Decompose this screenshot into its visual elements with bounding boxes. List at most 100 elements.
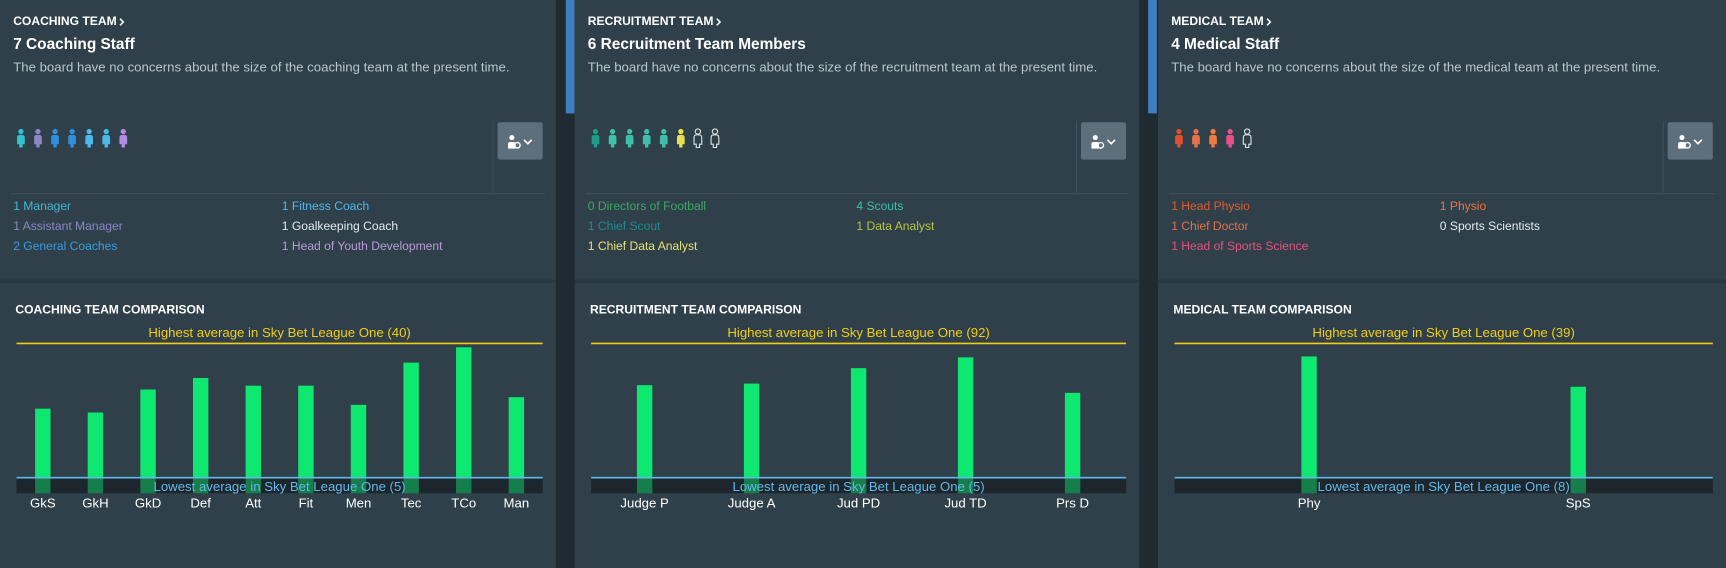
button-bg xyxy=(497,122,543,160)
staff-count: 6 Recruitment Team Members xyxy=(588,36,806,53)
bar xyxy=(508,397,525,494)
button-bg xyxy=(1667,122,1713,160)
staff-role[interactable]: 1 Fitness Coach xyxy=(282,199,369,213)
staff-role[interactable]: 1 Chief Doctor xyxy=(1171,219,1248,233)
bar xyxy=(1570,386,1586,494)
button-chevron xyxy=(1106,139,1116,145)
bar xyxy=(743,383,760,494)
section-divider xyxy=(0,279,556,283)
staff-filter-button[interactable] xyxy=(497,122,543,160)
staff-icon-head xyxy=(1243,128,1251,135)
staff-icon-head xyxy=(35,128,41,135)
x-tick-label: Jud TD xyxy=(944,496,986,511)
staff-icon-head xyxy=(609,128,616,135)
staff-icon-head xyxy=(1193,128,1199,135)
x-tick-label: SpS xyxy=(1566,496,1591,511)
staff-icon-head xyxy=(644,128,650,135)
staff-count: 4 Medical Staff xyxy=(1171,36,1280,53)
staff-filter-button[interactable] xyxy=(1667,122,1713,160)
staff-icon-body xyxy=(51,134,59,148)
staff-role[interactable]: 0 Sports Scientists xyxy=(1440,219,1540,233)
low-average-label: Lowest average in Sky Bet League One (5) xyxy=(154,479,406,494)
staff-icon-head xyxy=(694,128,702,135)
staff-icon-head xyxy=(592,128,599,135)
section-divider xyxy=(574,279,1140,283)
staff-icon-body xyxy=(608,134,617,148)
staff-role[interactable]: 1 Chief Data Analyst xyxy=(588,239,698,253)
bar xyxy=(350,404,367,494)
staff-role[interactable]: 1 Chief Scout xyxy=(588,219,661,233)
floor-shade xyxy=(16,477,543,494)
bar xyxy=(456,347,472,494)
button-icon xyxy=(509,135,515,141)
staff-role[interactable]: 1 Data Analyst xyxy=(856,219,935,233)
button-icon xyxy=(1678,142,1686,149)
staff-role[interactable]: 0 Directors of Football xyxy=(588,199,706,213)
section-header[interactable]: RECRUITMENT TEAM xyxy=(588,14,714,28)
bar xyxy=(298,385,314,494)
chevron xyxy=(1266,18,1272,26)
button-icon xyxy=(508,142,516,149)
bar xyxy=(1301,356,1317,494)
staff-icon-body xyxy=(68,134,76,148)
high-average-label: Highest average in Sky Bet League One (9… xyxy=(727,325,989,340)
staff-icon-body xyxy=(1226,134,1234,148)
button-icon xyxy=(1091,142,1100,149)
staff-icon-body xyxy=(676,134,685,148)
floor-shade xyxy=(591,477,1127,494)
bar xyxy=(192,377,209,494)
staff-role[interactable]: 1 Assistant Manager xyxy=(13,219,123,233)
low-average-label: Lowest average in Sky Bet League One (8) xyxy=(1318,479,1570,494)
chevron xyxy=(119,18,125,26)
staff-icon-head xyxy=(120,128,126,135)
bar xyxy=(957,357,974,494)
bar xyxy=(1064,392,1081,494)
section-header[interactable]: COACHING TEAM xyxy=(13,14,116,28)
staff-icon-body xyxy=(85,134,94,148)
accent xyxy=(565,0,575,114)
comparison-title: MEDICAL TEAM COMPARISON xyxy=(1173,303,1351,317)
staff-role[interactable]: 1 Head Physio xyxy=(1171,199,1250,213)
staff-filter-button[interactable] xyxy=(1080,122,1127,160)
staff-icon-head xyxy=(626,128,633,135)
staff-role[interactable]: 1 Head of Sports Science xyxy=(1171,239,1308,253)
x-tick-label: GkS xyxy=(30,496,56,511)
staff-count: 7 Coaching Staff xyxy=(13,36,135,53)
staff-icon-head xyxy=(661,128,667,135)
x-tick-label: Prs D xyxy=(1056,496,1089,511)
staff-icon-head xyxy=(18,128,24,135)
high-average-label: Highest average in Sky Bet League One (3… xyxy=(1312,325,1574,340)
description: The board have no concerns about the siz… xyxy=(1171,60,1660,75)
button-bg xyxy=(1080,122,1127,160)
staff-role[interactable]: 2 General Coaches xyxy=(13,239,117,253)
floor-shade xyxy=(1174,477,1713,494)
staff-icon-body xyxy=(1242,134,1252,149)
description: The board have no concerns about the siz… xyxy=(13,60,509,75)
staff-icon-head xyxy=(1176,128,1182,135)
staff-icon-head xyxy=(678,128,684,135)
x-tick-label: Judge P xyxy=(620,496,669,511)
comparison-title: RECRUITMENT TEAM COMPARISON xyxy=(590,303,801,317)
button-icon xyxy=(1092,135,1098,141)
staff-role[interactable]: 1 Goalkeeping Coach xyxy=(282,219,398,233)
staff-icon-head xyxy=(103,128,109,135)
x-tick-label: Att xyxy=(245,496,261,511)
x-tick-label: Def xyxy=(190,496,211,511)
button-icon xyxy=(1679,135,1685,141)
staff-icon-body xyxy=(625,134,634,148)
x-tick-label: GkD xyxy=(135,496,161,511)
staff-icon-body xyxy=(34,134,42,148)
section-header[interactable]: MEDICAL TEAM xyxy=(1171,14,1264,28)
panel: COACHING TEAM 7 Coaching Staff The board h… xyxy=(0,0,556,568)
staff-icon-body xyxy=(1175,134,1183,148)
staff-role[interactable]: 1 Manager xyxy=(13,199,71,213)
bar xyxy=(140,389,156,494)
staff-role[interactable]: 1 Physio xyxy=(1440,199,1487,213)
x-tick-label: Men xyxy=(346,496,372,511)
staff-icon-head xyxy=(52,128,58,135)
staff-icon-body xyxy=(1209,134,1217,148)
x-tick-label: Phy xyxy=(1298,496,1321,511)
staff-icon-body xyxy=(693,134,703,149)
staff-role[interactable]: 1 Head of Youth Development xyxy=(282,239,443,253)
staff-role[interactable]: 4 Scouts xyxy=(856,199,903,213)
